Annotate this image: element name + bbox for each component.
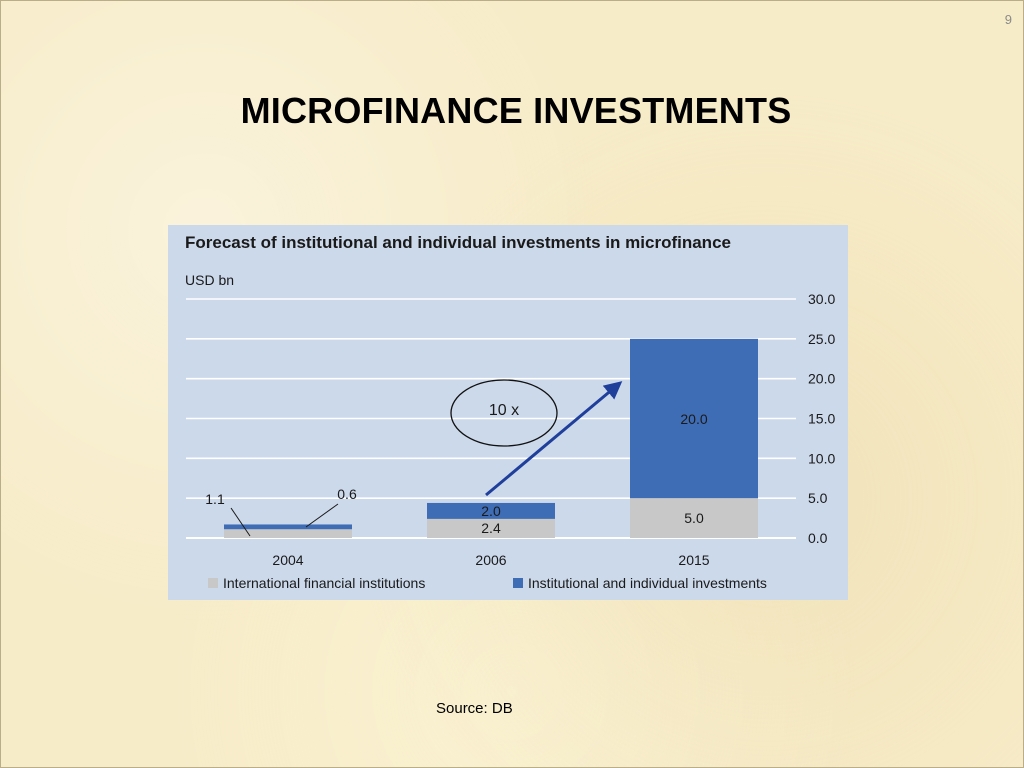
y-tick-label-3: 15.0 bbox=[808, 411, 835, 427]
legend-swatch-ifi bbox=[208, 578, 218, 588]
bar-2015-s1 bbox=[630, 338, 758, 499]
data-label-2006-inst: 2.0 bbox=[481, 503, 501, 519]
leader-line-2004-inst bbox=[305, 503, 339, 528]
annotation-label: 10 x bbox=[489, 402, 519, 419]
x-tick-label-2015: 2015 bbox=[678, 552, 709, 568]
data-label-2004-ifi: 1.1 bbox=[205, 491, 225, 507]
bar-2015-s0 bbox=[630, 498, 758, 538]
chart-plot: 0.0 5.0 10.0 15.0 20.0 25.0 30.0 2004 2006 2015 1.… bbox=[186, 291, 835, 568]
y-tick-label-6: 30.0 bbox=[808, 291, 835, 307]
legend-swatch-institutional bbox=[513, 578, 523, 588]
bar-2004-s1 bbox=[224, 524, 352, 530]
legend-item-institutional: Institutional and individual investments bbox=[513, 575, 767, 591]
data-label-2015-inst: 20.0 bbox=[680, 411, 707, 427]
bar-2006-s1 bbox=[427, 502, 555, 519]
leader-line-2004-ifi bbox=[230, 507, 251, 537]
y-tick-label-2: 10.0 bbox=[808, 450, 835, 466]
chart-unit: USD bn bbox=[185, 272, 235, 288]
slide-number: 9 bbox=[1004, 12, 1012, 27]
bar-2004-s0 bbox=[224, 529, 352, 538]
data-label-2015-ifi: 5.0 bbox=[684, 510, 704, 526]
legend-label-institutional: Institutional and individual investments bbox=[528, 575, 767, 591]
x-tick-label-2006: 2006 bbox=[475, 552, 506, 568]
y-tick-label-1: 5.0 bbox=[808, 490, 828, 506]
chart-title: Forecast of institutional and individual… bbox=[185, 233, 731, 252]
legend-item-ifi: International financial institutions bbox=[208, 575, 425, 591]
slide-title: MICROFINANCE INVESTMENTS bbox=[240, 90, 792, 131]
y-tick-label-5: 25.0 bbox=[808, 331, 835, 347]
data-label-2006-ifi: 2.4 bbox=[481, 520, 501, 536]
annotation-ellipse bbox=[450, 379, 558, 447]
x-tick-label-2004: 2004 bbox=[272, 552, 303, 568]
legend-label-ifi: International financial institutions bbox=[223, 575, 426, 591]
data-label-2004-inst: 0.6 bbox=[337, 486, 357, 502]
growth-arrow bbox=[485, 381, 623, 497]
chart-panel: Forecast of institutional and individual… bbox=[168, 225, 848, 600]
y-tick-label-4: 20.0 bbox=[808, 371, 835, 387]
y-tick-label-0: 0.0 bbox=[808, 530, 828, 546]
bar-2006-s0 bbox=[427, 518, 555, 538]
source-note: Source: DB bbox=[436, 700, 513, 717]
